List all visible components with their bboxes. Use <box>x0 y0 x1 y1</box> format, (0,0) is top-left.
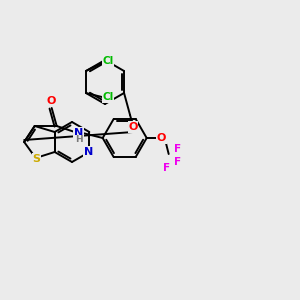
Text: F: F <box>163 163 170 173</box>
Text: O: O <box>128 122 138 132</box>
Text: Cl: Cl <box>102 56 114 66</box>
Text: F: F <box>174 144 181 154</box>
Text: N: N <box>84 147 93 157</box>
Text: H: H <box>75 136 82 145</box>
Text: N: N <box>74 128 83 138</box>
Text: O: O <box>47 96 56 106</box>
Text: F: F <box>174 157 181 167</box>
Text: S: S <box>33 154 41 164</box>
Text: Cl: Cl <box>102 92 114 102</box>
Text: O: O <box>157 133 166 143</box>
